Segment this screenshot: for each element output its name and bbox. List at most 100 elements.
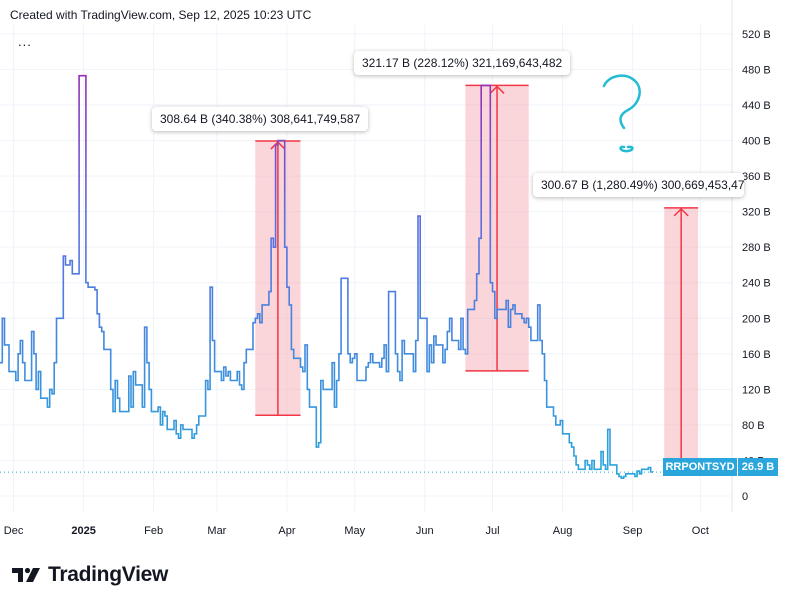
series-point xyxy=(36,389,37,390)
last-value-badge: 26.9 B xyxy=(738,458,778,476)
x-tick-label: Aug xyxy=(553,525,573,537)
series-point xyxy=(372,362,373,363)
ticker-symbol-badge: RRPONTSYD xyxy=(663,458,737,476)
series-point xyxy=(578,469,579,470)
series-point xyxy=(537,304,538,305)
x-tick-label: Jun xyxy=(416,525,434,537)
series-point xyxy=(210,287,211,288)
series-point xyxy=(97,313,98,314)
more-options-icon[interactable]: ... xyxy=(18,34,32,49)
series-point xyxy=(144,327,145,328)
series-point xyxy=(18,353,19,354)
series-point xyxy=(223,367,224,368)
series-point xyxy=(510,309,511,310)
series-point xyxy=(607,429,608,430)
series-point xyxy=(585,460,586,461)
series-point xyxy=(524,322,525,323)
series-point xyxy=(38,371,39,372)
series-point xyxy=(618,476,619,477)
logo-wordmark: TradingView xyxy=(48,563,169,586)
series-point xyxy=(237,371,238,372)
series-point xyxy=(318,442,319,443)
y-tick-label: 80 B xyxy=(742,420,765,432)
series-point xyxy=(648,467,649,468)
series-point xyxy=(506,300,507,301)
series-point xyxy=(180,424,181,425)
series-layer xyxy=(0,74,732,479)
series-point xyxy=(4,344,5,345)
series-point xyxy=(135,384,136,385)
series-point xyxy=(164,415,165,416)
series-point xyxy=(609,464,610,465)
measure-arrow-head xyxy=(489,85,505,94)
series-point xyxy=(214,371,215,372)
series-point xyxy=(365,367,366,368)
series-point xyxy=(160,424,161,425)
series-point xyxy=(571,447,572,448)
series-point xyxy=(255,318,256,319)
series-point xyxy=(241,389,242,390)
measure-label-2[interactable]: 321.17 B (228.12%) 321,169,643,482 xyxy=(354,51,571,75)
series-point xyxy=(451,340,452,341)
series-point xyxy=(445,349,446,350)
series-point xyxy=(230,380,231,381)
series-point xyxy=(356,380,357,381)
series-point xyxy=(402,340,403,341)
series-point xyxy=(194,433,195,434)
y-tick-label: 280 B xyxy=(742,242,771,254)
series-point xyxy=(300,367,301,368)
series-point xyxy=(69,260,70,261)
series-point xyxy=(176,433,177,434)
series-point xyxy=(539,340,540,341)
series-point xyxy=(528,327,529,328)
y-tick-label: 120 B xyxy=(742,384,771,396)
series-point xyxy=(379,367,380,368)
series-point xyxy=(496,309,497,310)
series-point xyxy=(576,464,577,465)
series-point xyxy=(228,371,229,372)
series-point xyxy=(476,273,477,274)
measure-label-1[interactable]: 308.64 B (340.38%) 308,641,749,587 xyxy=(152,107,369,131)
x-tick-label: Sep xyxy=(623,525,643,537)
series-point xyxy=(508,327,509,328)
series-point xyxy=(103,349,104,350)
rrpontsyd-series-line[interactable] xyxy=(0,74,654,479)
series-point xyxy=(151,411,152,412)
series-point xyxy=(128,375,129,376)
series-point xyxy=(492,291,493,292)
measure-ranges xyxy=(255,84,699,476)
series-point xyxy=(291,349,292,350)
series-point xyxy=(420,318,421,319)
measure-arrow-head xyxy=(673,207,689,217)
series-point xyxy=(54,362,55,363)
x-tick-label: May xyxy=(344,525,365,537)
x-axis: Dec 2025 Feb Mar Apr May Jun Jul Aug Sep Oct xyxy=(4,525,709,537)
series-point xyxy=(600,451,601,452)
y-tick-label: 160 B xyxy=(742,349,771,361)
series-point xyxy=(384,344,385,345)
series-point xyxy=(88,287,89,288)
series-point xyxy=(354,353,355,354)
series-point xyxy=(117,398,118,399)
series-point xyxy=(553,415,554,416)
series-point xyxy=(309,407,310,408)
series-point xyxy=(205,380,206,381)
series-point xyxy=(307,389,308,390)
series-point xyxy=(72,273,73,274)
series-point xyxy=(167,429,168,430)
x-tick-label: 2025 xyxy=(71,525,95,537)
measure-label-3[interactable]: 300.67 B (1,280.49%) 300,669,453,47 xyxy=(533,173,744,197)
series-point xyxy=(442,362,443,363)
tradingview-logo[interactable]: TradingView xyxy=(12,563,168,587)
series-point xyxy=(621,478,622,479)
series-point xyxy=(212,340,213,341)
tradingview-logo-icon xyxy=(12,567,40,582)
series-point xyxy=(47,407,48,408)
series-point xyxy=(512,304,513,305)
series-point xyxy=(573,455,574,456)
series-point xyxy=(605,469,606,470)
x-tick-label: Mar xyxy=(207,525,226,537)
series-point xyxy=(182,429,183,430)
series-point xyxy=(162,411,163,412)
